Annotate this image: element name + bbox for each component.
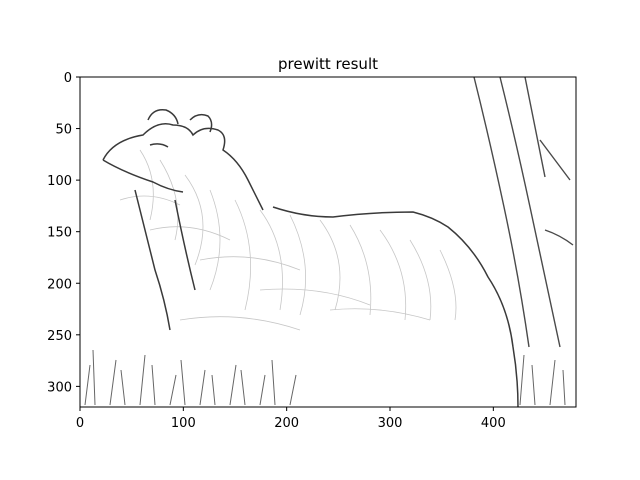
x-tick-label: 0: [76, 416, 84, 431]
plot-title: prewitt result: [278, 55, 378, 73]
y-tick-label: 150: [47, 226, 72, 241]
x-tick-label: 300: [378, 416, 403, 431]
x-axis-ticks: 0 100 200 300 400: [76, 407, 506, 431]
y-axis-ticks: 0 50 100 150 200 250 300: [47, 71, 80, 395]
y-tick-label: 0: [64, 71, 72, 86]
x-tick-label: 400: [481, 416, 506, 431]
x-tick-label: 100: [171, 416, 196, 431]
y-tick-label: 100: [47, 174, 72, 189]
y-tick-label: 200: [47, 277, 72, 292]
x-tick-label: 200: [274, 416, 299, 431]
axes-frame: [79, 76, 577, 408]
y-tick-label: 300: [47, 380, 72, 395]
y-tick-label: 50: [55, 123, 72, 138]
y-tick-label: 250: [47, 329, 72, 344]
edge-map-image: [80, 76, 576, 408]
